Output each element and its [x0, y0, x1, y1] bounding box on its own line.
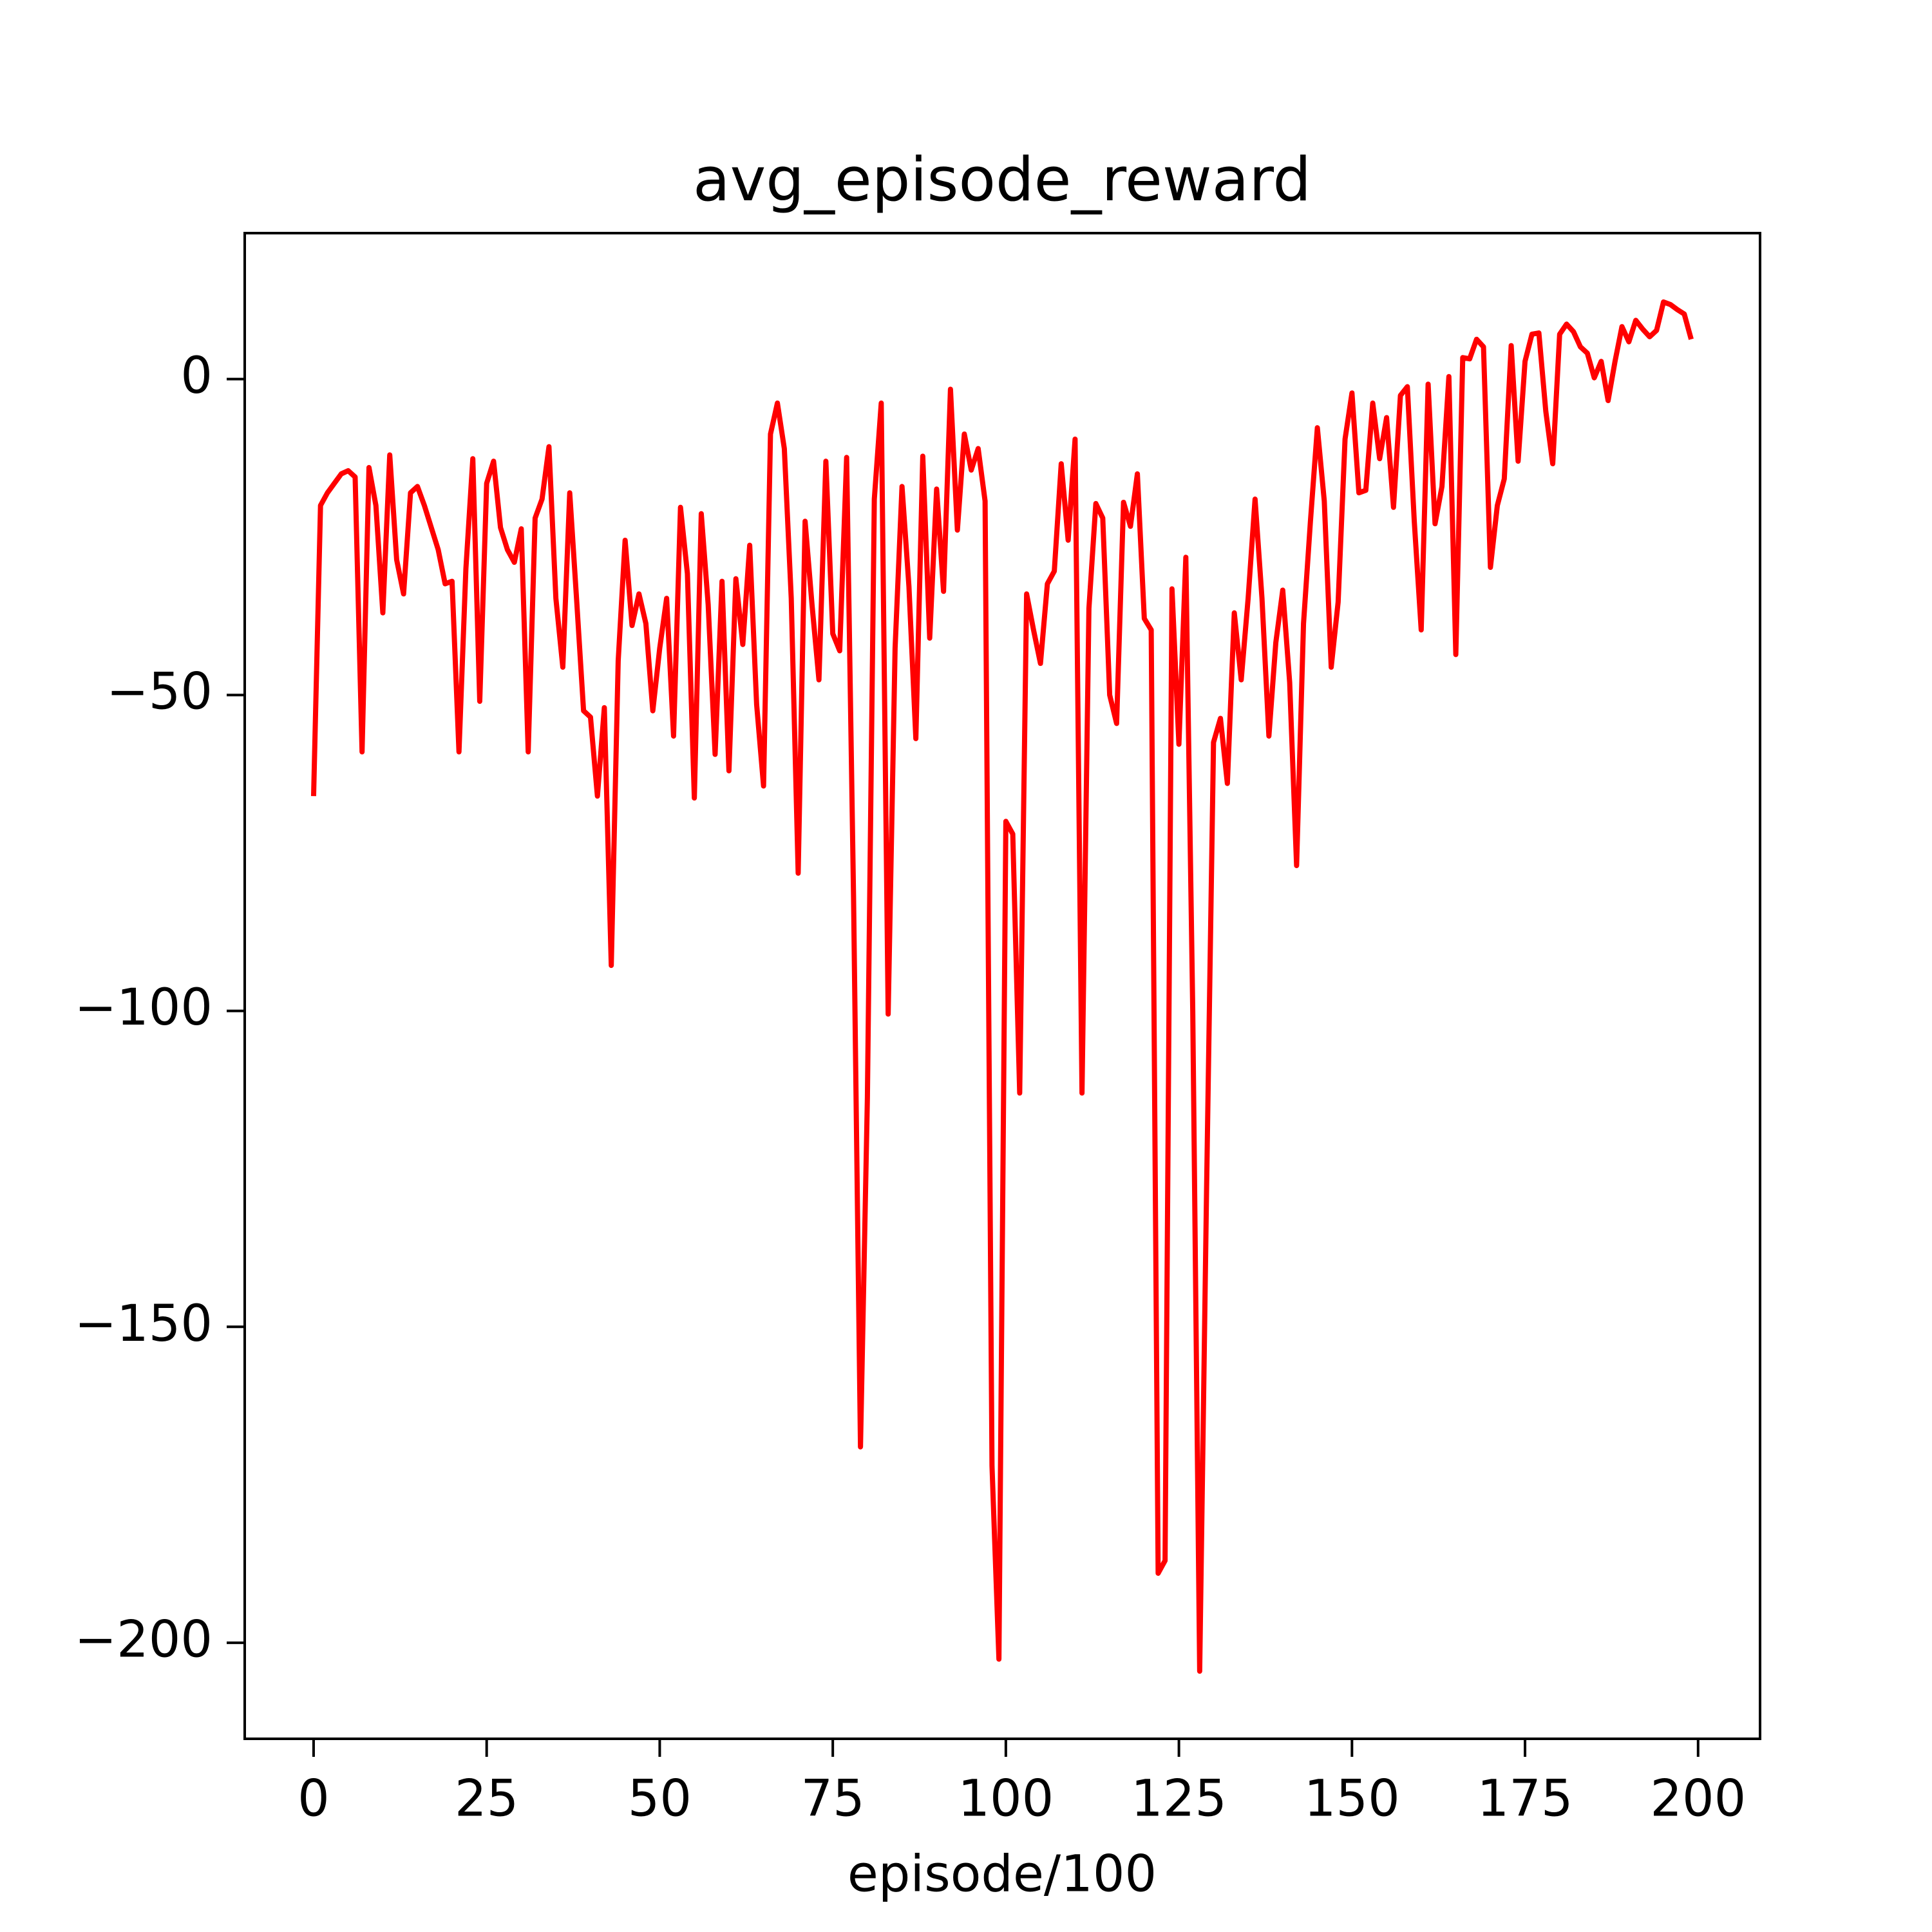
x-tick-label: 50 — [628, 1770, 692, 1828]
x-tick-label: 150 — [1304, 1770, 1400, 1828]
y-tick-label: −150 — [75, 1295, 213, 1353]
y-tick-label: 0 — [180, 347, 213, 405]
x-axis-label: episode/100 — [848, 1845, 1157, 1903]
y-tick-label: −100 — [75, 979, 213, 1037]
y-tick-label: −200 — [75, 1611, 213, 1669]
x-tick-label: 75 — [801, 1770, 865, 1828]
x-tick-label: 100 — [958, 1770, 1054, 1828]
x-tick-label: 175 — [1477, 1770, 1573, 1828]
chart-title: avg_episode_reward — [693, 145, 1311, 215]
x-tick-label: 0 — [298, 1770, 330, 1828]
x-tick-label: 200 — [1650, 1770, 1746, 1828]
x-tick-label: 125 — [1131, 1770, 1227, 1828]
y-tick-label: −50 — [106, 663, 213, 721]
x-tick-label: 25 — [455, 1770, 518, 1828]
plot-frame — [243, 232, 1761, 1740]
data-line — [310, 299, 1694, 1674]
